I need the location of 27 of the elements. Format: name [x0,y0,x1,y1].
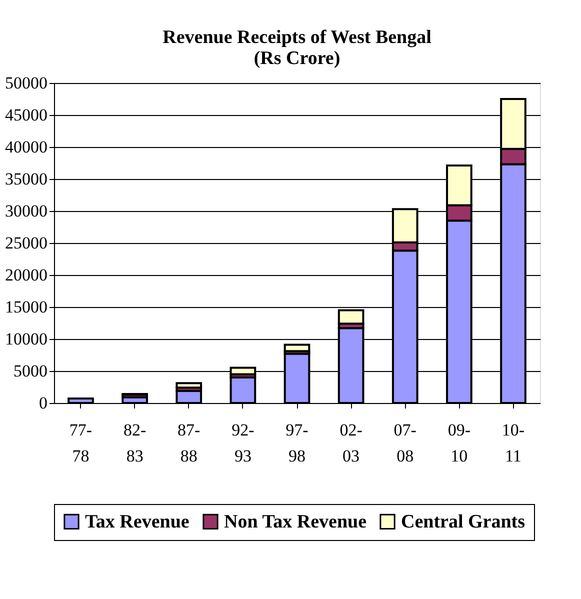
x-tick-label: 97-98 [286,420,309,466]
x-tick-label: 02-03 [340,420,363,466]
x-tick-label: 10-11 [502,420,525,466]
y-tick-label: 0 [39,394,48,412]
y-tick-label: 40000 [5,138,48,156]
text: Revenue Receipts of West Bengal [162,27,432,48]
y-tick-label: 45000 [5,106,48,124]
legend-label: Tax Revenue [85,512,190,533]
y-tick-label: 5000 [14,362,48,380]
text: (Rs Crore) [254,48,340,69]
y-tick-label: 10000 [5,330,48,348]
y-tick-label: 20000 [5,266,48,284]
x-tick-label: 07-08 [394,420,417,466]
x-tick-label: 87-88 [178,420,201,466]
y-tick-label: 50000 [5,74,48,92]
bar [176,382,202,389]
legend-label: Central Grants [401,512,526,533]
x-tick-label: 82-83 [123,420,146,466]
y-tick-label: 25000 [5,234,48,252]
x-tick-label: 92-93 [232,420,255,466]
bar [284,344,310,352]
legend-label: Non Tax Revenue [224,512,367,533]
y-tick-label: 35000 [5,170,48,188]
y-tick-label: 30000 [5,202,48,220]
x-tick-label: 09-10 [448,420,471,466]
y-tick-label: 15000 [5,298,48,316]
x-tick-label: 77-78 [69,420,92,466]
